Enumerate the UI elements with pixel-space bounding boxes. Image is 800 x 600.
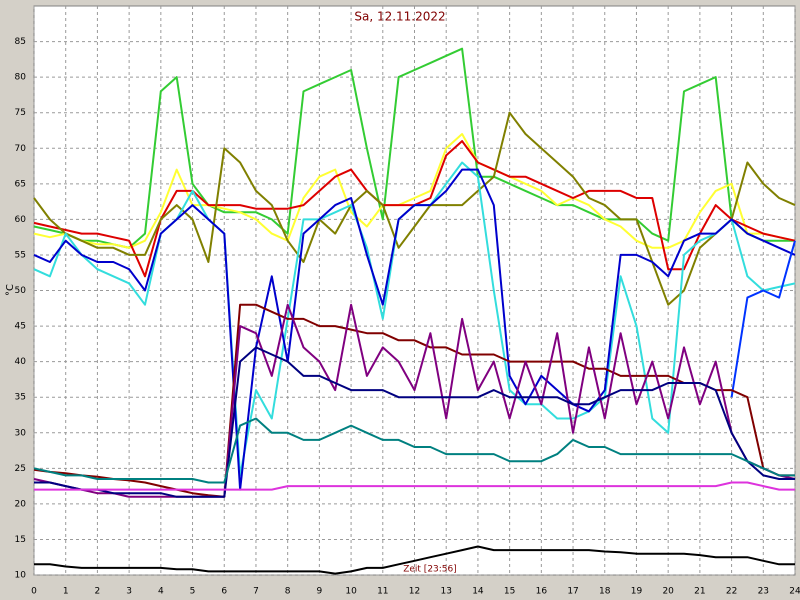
x-tick-label: 21 <box>694 587 705 597</box>
series-line <box>33 168 796 491</box>
y-tick-label: 50 <box>15 286 27 296</box>
series-line <box>34 346 795 498</box>
y-tick-label: 30 <box>15 428 27 438</box>
y-tick-label: 45 <box>15 322 26 332</box>
x-tick-label: 15 <box>504 587 515 597</box>
series-line <box>33 47 795 249</box>
series-line <box>33 303 796 498</box>
x-tick-label: 3 <box>126 587 132 597</box>
x-tick-label: 24 <box>789 587 800 597</box>
series-line <box>730 240 796 398</box>
x-tick-label: 10 <box>345 587 357 597</box>
y-tick-label: 20 <box>15 499 27 509</box>
y-tick-label: 15 <box>15 535 26 545</box>
x-tick-label: 7 <box>253 587 259 597</box>
x-tick-label: 16 <box>536 587 548 597</box>
y-tick-label: 60 <box>15 215 27 225</box>
y-tick-label: 35 <box>15 393 26 403</box>
y-tick-label: 10 <box>15 571 27 581</box>
series-line <box>34 545 795 575</box>
x-tick-label: 19 <box>631 587 643 597</box>
x-tick-label: 6 <box>221 587 227 597</box>
y-tick-label: 70 <box>15 144 27 154</box>
series-line <box>33 133 796 249</box>
x-tick-label: 2 <box>95 587 101 597</box>
series-line <box>33 303 795 498</box>
x-tick-label: 22 <box>726 587 737 597</box>
y-tick-label: 25 <box>15 464 26 474</box>
series-line <box>33 111 796 306</box>
x-tick-label: 11 <box>377 587 388 597</box>
y-tick-label: 80 <box>15 73 27 83</box>
x-tick-label: 5 <box>190 587 196 597</box>
x-tick-label: 14 <box>472 587 484 597</box>
x-tick-label: 8 <box>285 587 291 597</box>
x-tick-label: 13 <box>440 587 451 597</box>
x-tick-label: 9 <box>317 587 323 597</box>
x-tick-label: 20 <box>662 587 674 597</box>
x-tick-label: 1 <box>63 587 69 597</box>
x-tick-label: 18 <box>599 587 611 597</box>
y-axis-label: °C <box>5 284 16 296</box>
y-tick-label: 75 <box>15 108 26 118</box>
x-tick-label: 23 <box>758 587 769 597</box>
x-tick-label: 12 <box>409 587 420 597</box>
y-tick-label: 85 <box>15 37 26 47</box>
series-line <box>33 417 795 484</box>
annotation: Zeit [23:56] <box>403 565 457 575</box>
x-tick-label: 4 <box>158 587 164 597</box>
y-tick-label: 55 <box>15 250 26 260</box>
x-tick-label: 17 <box>567 587 578 597</box>
y-tick-label: 40 <box>15 357 27 367</box>
x-tick-label: 0 <box>31 587 37 597</box>
y-tick-label: 65 <box>15 179 26 189</box>
series-line <box>34 481 795 491</box>
chart-title: Sa, 12.11.2022 <box>354 10 445 24</box>
